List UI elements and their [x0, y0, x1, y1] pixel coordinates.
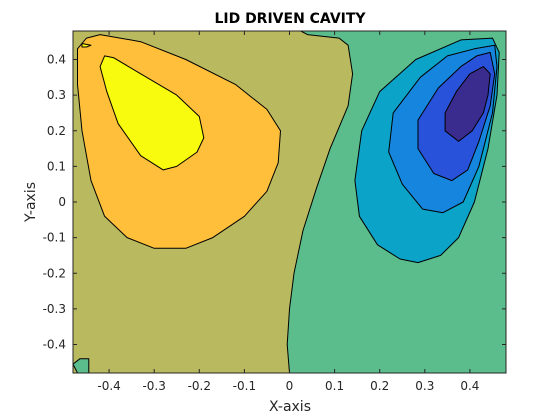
y-tick-label: -0.4: [43, 338, 66, 352]
x-tick-label: -0.1: [233, 379, 256, 393]
y-tick-label: -0.1: [43, 231, 66, 245]
x-tick-label: 0.4: [460, 379, 479, 393]
x-tick-label: -0.2: [188, 379, 211, 393]
contour-region-dark-blue: [444, 66, 491, 142]
contour-region-yellow: [99, 55, 205, 171]
y-axis-label: Y-axis: [23, 182, 39, 223]
y-axis-ticks: -0.4 -0.3 -0.2 -0.1 0 0.1 0.2 0.3 0.4: [43, 53, 506, 352]
x-tick-label: 0.2: [370, 379, 389, 393]
y-tick-label: 0.1: [47, 159, 66, 173]
x-tick-label: -0.3: [142, 379, 165, 393]
y-tick-label: 0.2: [47, 124, 66, 138]
y-tick-label: 0.4: [47, 53, 66, 67]
contour-region-background-low: [73, 358, 90, 373]
y-tick-label: 0.3: [47, 88, 66, 102]
x-tick-label: 0.1: [325, 379, 344, 393]
x-tick-label: -0.4: [97, 379, 120, 393]
x-axis-label: X-axis: [269, 399, 311, 415]
contour-regions: [73, 31, 506, 373]
y-tick-label: -0.2: [43, 266, 66, 280]
y-tick-label: -0.3: [43, 302, 66, 316]
chart-title: LID DRIVEN CAVITY: [214, 11, 366, 27]
x-tick-label: 0: [286, 379, 294, 393]
x-axis-ticks: -0.4 -0.3 -0.2 -0.1 0 0.1 0.2 0.3 0.4: [97, 31, 479, 393]
x-tick-label: 0.3: [415, 379, 434, 393]
y-tick-label: 0: [58, 195, 66, 209]
contour-region-yellow: [81, 43, 92, 48]
